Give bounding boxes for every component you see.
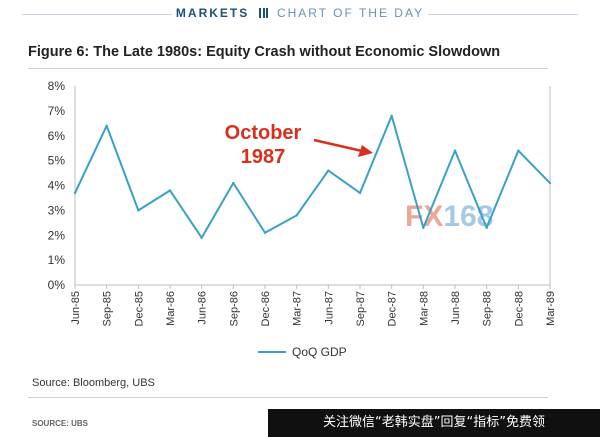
source-note: Source: Bloomberg, UBS [32, 377, 155, 389]
x-tick-label: Mar-86 [165, 291, 177, 326]
y-tick-label: 3% [48, 203, 66, 217]
data-point [548, 181, 552, 185]
x-tick-label: Sep-87 [355, 291, 367, 326]
data-point [517, 149, 520, 152]
annotation-arrow-line [313, 138, 363, 153]
source-small: SOURCE: UBS [32, 419, 89, 428]
y-tick-label: 4% [48, 179, 66, 193]
y-tick-label: 2% [48, 228, 66, 242]
data-point [422, 226, 425, 229]
x-tick-label: Mar-87 [292, 291, 304, 326]
data-point [358, 191, 362, 195]
y-tick-label: 5% [48, 154, 66, 168]
data-point [232, 181, 235, 185]
source-divider [28, 397, 548, 398]
annotation-line-2: 1987 [241, 146, 286, 168]
data-point [453, 149, 457, 152]
y-axis-ticks: 0% 1% 2% 3% 4% 5% 6% 7% 8% [48, 79, 66, 292]
data-point [137, 209, 140, 212]
data-point [263, 231, 267, 234]
x-tick-label: Sep-86 [228, 291, 240, 326]
x-tick-label: Jun-87 [323, 291, 335, 325]
svg-text:FX168: FX168 [405, 200, 493, 233]
x-tick-label: Dec-88 [513, 291, 525, 326]
watermark: FX168 [405, 200, 493, 233]
header-rule-left [22, 14, 172, 15]
data-point [327, 169, 330, 172]
data-point [105, 124, 108, 128]
watermark-168: 168 [443, 200, 493, 233]
x-axis-ticks: Jun-85 Sep-85 Dec-85 Mar-86 Jun-86 Sep-86 Dec-… [70, 285, 557, 326]
chart-title: Figure 6: The Late 1980s: Equity Crash w… [28, 44, 501, 60]
x-tick-label: Jun-86 [197, 291, 209, 325]
series-line-qoq-gdp [74, 114, 551, 239]
series-group [73, 114, 552, 239]
header-rule-right [428, 14, 578, 15]
header-subtitle: CHART OF THE DAY [276, 6, 425, 20]
data-point [200, 236, 203, 239]
chart-axes [74, 86, 551, 286]
annotation-october-1987: October 1987 [225, 122, 373, 168]
y-tick-label: 8% [48, 79, 66, 93]
data-point [73, 191, 77, 195]
y-tick-label: 6% [48, 129, 66, 143]
promo-banner: 关注微信“老韩实盘”回复“指标”免费领 [268, 409, 600, 437]
y-tick-label: 7% [48, 104, 66, 118]
x-tick-label: Jun-88 [450, 291, 462, 325]
data-point [295, 214, 298, 217]
x-tick-label: Mar-88 [418, 291, 430, 326]
legend: QoQ GDP [258, 345, 347, 359]
y-tick-label: 1% [48, 253, 66, 267]
annotation-arrow-head-icon [358, 145, 373, 157]
x-tick-label: Dec-85 [133, 291, 145, 326]
y-tick-label: 0% [48, 278, 66, 292]
x-tick-label: Sep-88 [482, 291, 494, 326]
bar-chart-icon [258, 8, 268, 18]
legend-label-qoq-gdp: QoQ GDP [292, 345, 347, 359]
x-tick-label: Sep-85 [102, 291, 114, 326]
x-tick-label: Dec-86 [260, 291, 272, 326]
title-divider [28, 68, 548, 69]
chart-of-the-day-header: MARKETS CHART OF THE DAY [0, 6, 600, 24]
x-tick-label: Mar-89 [545, 291, 557, 326]
data-point [168, 189, 172, 192]
x-tick-label: Jun-85 [70, 291, 82, 325]
data-point [485, 226, 488, 229]
x-tick-label: Dec-87 [387, 291, 399, 326]
data-point [390, 114, 393, 118]
header-brand: MARKETS [175, 6, 250, 20]
annotation-line-1: October [225, 122, 302, 144]
